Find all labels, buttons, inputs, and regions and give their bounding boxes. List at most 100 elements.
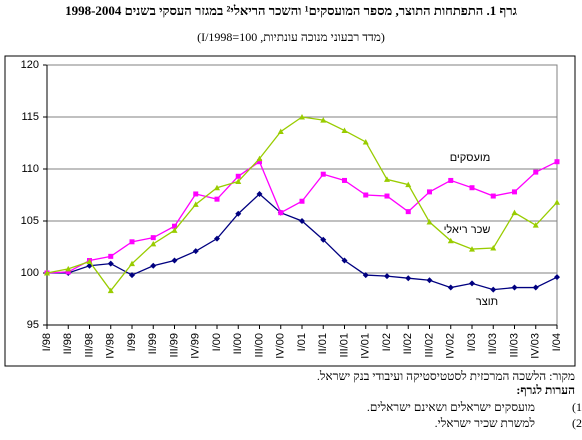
marker bbox=[192, 201, 199, 207]
x-tick-label: II/00 bbox=[232, 333, 244, 354]
y-tick-label: 95 bbox=[27, 319, 39, 331]
y-tick-label: 120 bbox=[21, 59, 39, 71]
marker bbox=[193, 191, 199, 197]
marker bbox=[554, 274, 560, 281]
x-tick-label: I/99 bbox=[126, 333, 138, 351]
marker bbox=[405, 275, 412, 282]
series-line bbox=[46, 160, 558, 274]
x-tick-label: II/01 bbox=[317, 333, 329, 354]
marker bbox=[469, 280, 475, 287]
marker bbox=[320, 236, 327, 243]
x-tick-label: I/03 bbox=[466, 333, 478, 351]
marker bbox=[342, 177, 347, 183]
marker bbox=[469, 246, 475, 252]
marker bbox=[235, 210, 242, 217]
marker bbox=[533, 169, 539, 175]
x-tick-label: I/00 bbox=[211, 333, 223, 351]
marker bbox=[214, 235, 220, 242]
marker bbox=[108, 253, 114, 259]
marker bbox=[150, 235, 156, 241]
marker bbox=[320, 117, 327, 123]
marker bbox=[299, 198, 305, 204]
marker bbox=[171, 227, 178, 233]
marker bbox=[214, 184, 220, 191]
marker bbox=[86, 258, 93, 265]
x-tick-label: II/03 bbox=[487, 333, 499, 354]
marker bbox=[448, 177, 454, 183]
note-text: למשרת שכיר ישראלי. bbox=[435, 416, 535, 430]
marker bbox=[384, 193, 390, 199]
marker bbox=[192, 248, 199, 255]
marker bbox=[129, 272, 135, 279]
marker bbox=[490, 286, 497, 293]
series-line bbox=[46, 116, 558, 292]
marker bbox=[278, 210, 284, 216]
marker bbox=[405, 181, 412, 188]
marker bbox=[129, 239, 135, 245]
marker bbox=[256, 190, 263, 197]
marker bbox=[299, 218, 305, 224]
x-tick-label: II/98 bbox=[62, 333, 74, 354]
x-tick-label: II/99 bbox=[147, 333, 159, 354]
x-tick-label: III/01 bbox=[338, 333, 350, 357]
marker bbox=[384, 176, 390, 182]
marker bbox=[172, 223, 177, 229]
x-tick-label: III/00 bbox=[253, 333, 265, 357]
marker bbox=[447, 284, 454, 291]
y-tick-label: 100 bbox=[21, 267, 39, 279]
marker bbox=[362, 138, 369, 145]
series-label: מועסקים bbox=[450, 152, 491, 164]
marker bbox=[129, 260, 135, 267]
marker bbox=[256, 155, 263, 162]
source-note: מקור: הלשכה המרכזית לסטטיסטיקה ועיבודי ב… bbox=[317, 369, 575, 383]
marker bbox=[490, 193, 496, 199]
marker bbox=[214, 196, 220, 202]
x-tick-label: IV/00 bbox=[275, 333, 287, 359]
note-number: (1) bbox=[572, 400, 582, 414]
y-tick-label: 105 bbox=[21, 215, 39, 227]
x-tick-label: IV/03 bbox=[530, 333, 542, 359]
marker bbox=[554, 199, 560, 205]
notes-heading: הערות לגרף: bbox=[516, 383, 575, 397]
x-tick-label: III/03 bbox=[508, 333, 520, 357]
note-text: מועסקים ישראלים ושאינם ישראלים. bbox=[367, 400, 535, 414]
marker bbox=[490, 245, 497, 251]
x-tick-label: IV/01 bbox=[360, 333, 372, 359]
marker bbox=[362, 272, 369, 279]
marker bbox=[405, 209, 411, 215]
x-tick-label: II/02 bbox=[402, 333, 414, 354]
marker bbox=[469, 185, 475, 191]
marker bbox=[107, 260, 114, 267]
marker bbox=[532, 222, 539, 228]
marker bbox=[320, 171, 326, 177]
marker bbox=[554, 159, 560, 165]
x-tick-label: IV/99 bbox=[190, 333, 202, 359]
y-tick-label: 110 bbox=[21, 163, 39, 175]
x-tick-label: III/02 bbox=[423, 333, 435, 357]
y-tick-label: 115 bbox=[21, 111, 39, 123]
marker bbox=[65, 265, 72, 272]
x-tick-label: IV/98 bbox=[105, 333, 117, 359]
marker bbox=[257, 159, 262, 165]
marker bbox=[447, 237, 454, 244]
x-tick-label: III/98 bbox=[83, 333, 95, 357]
marker bbox=[65, 269, 71, 275]
marker bbox=[171, 257, 178, 264]
x-tick-label: I/98 bbox=[41, 333, 53, 351]
x-tick-label: I/04 bbox=[551, 333, 563, 351]
marker bbox=[150, 240, 157, 247]
marker bbox=[363, 192, 369, 198]
marker bbox=[511, 209, 518, 216]
marker bbox=[341, 257, 348, 264]
chart-title: גרף 1. התפתחות התוצר, מספר המועסקים¹ והש… bbox=[65, 3, 517, 18]
chart-frame bbox=[4, 55, 576, 367]
series-label: שכר ריאלי bbox=[444, 223, 491, 236]
x-tick-label: IV/02 bbox=[445, 333, 457, 359]
x-tick-label: I/02 bbox=[381, 333, 393, 351]
marker bbox=[427, 189, 432, 195]
marker bbox=[150, 262, 157, 269]
marker bbox=[384, 273, 390, 280]
marker bbox=[277, 128, 284, 135]
marker bbox=[512, 189, 517, 195]
